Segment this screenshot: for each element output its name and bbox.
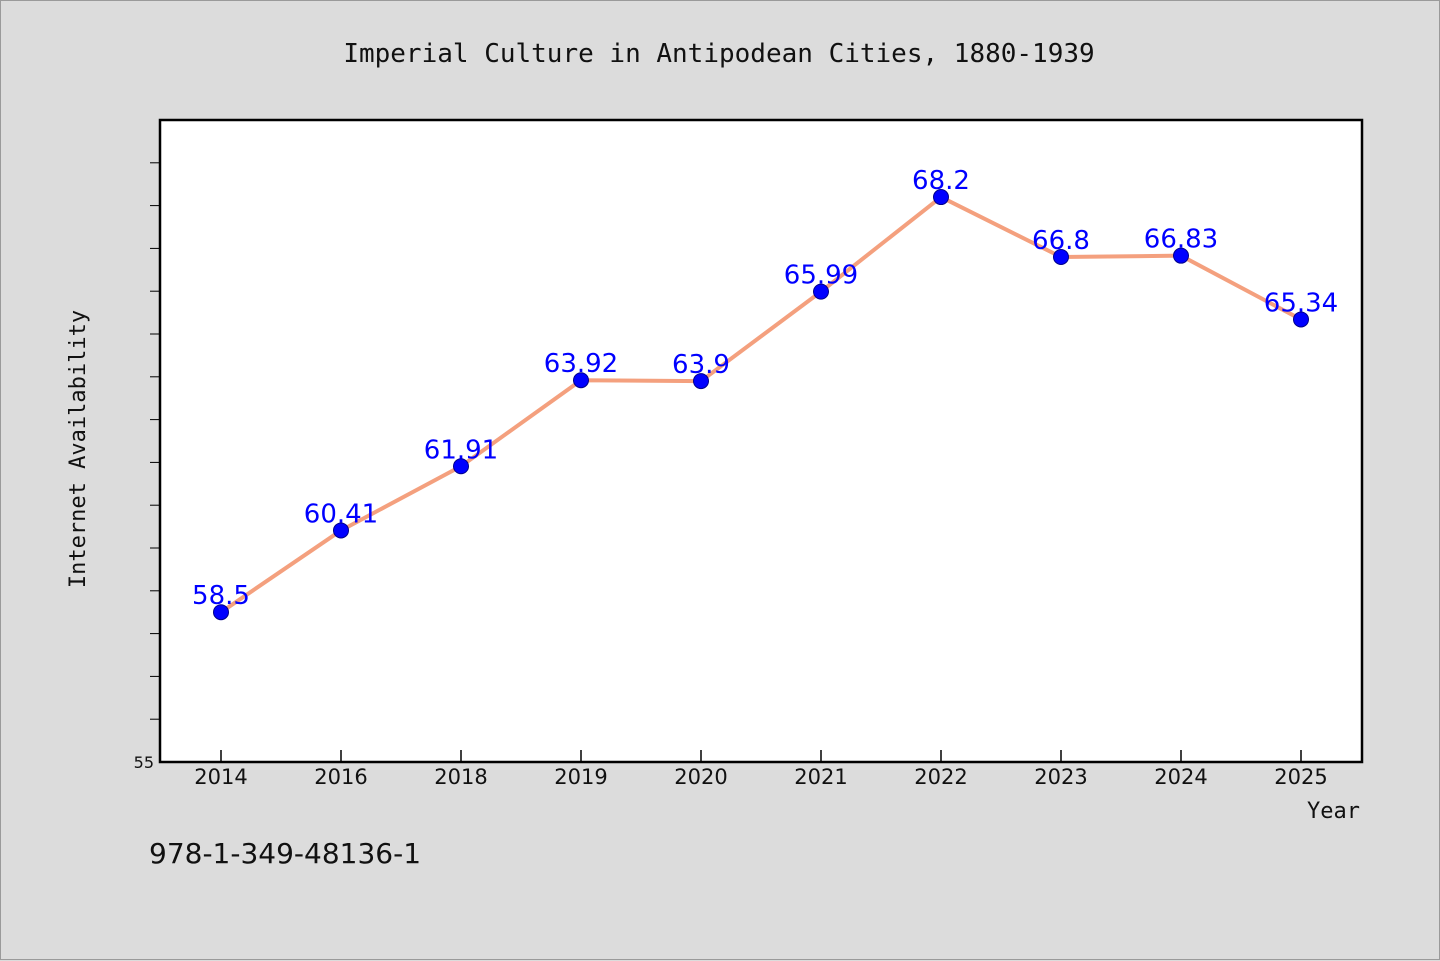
data-label: 66.8: [1032, 226, 1090, 256]
data-label: 65.34: [1264, 288, 1338, 318]
data-point: [693, 373, 709, 390]
x-tick-label: 2024: [1154, 765, 1207, 789]
x-tick-label: 2018: [434, 765, 487, 789]
data-label: 61.91: [424, 435, 498, 465]
y-axis-tick-labels: 55: [134, 753, 154, 772]
x-tick-label: 2021: [794, 765, 847, 789]
x-tick-label: 2019: [554, 765, 607, 789]
data-point: [573, 372, 589, 389]
y-axis-label: Internet Availability: [66, 310, 91, 588]
x-tick-label: 2025: [1274, 765, 1327, 789]
series-markers: [213, 189, 1309, 621]
series-internet-availability: 58.5 60.41 61.91 63.92 63.9 65.99 68.2 66.8 66.8…: [192, 166, 1338, 621]
data-point: [1053, 248, 1069, 265]
data-point: [213, 604, 229, 621]
data-label: 68.2: [912, 166, 970, 196]
data-labels: 58.5 60.41 61.91 63.92 63.9 65.99 68.2 66.8 66.8…: [192, 166, 1338, 611]
x-axis-tick-labels: 2014 2016 2018 2019 2020 2021 2022 2023 2024 2025: [194, 765, 1327, 789]
y-tick-label: 55: [134, 753, 154, 772]
x-tick-label: 2022: [914, 765, 967, 789]
x-tick-label: 2014: [194, 765, 247, 789]
data-point: [453, 458, 469, 475]
data-label: 63.92: [544, 349, 618, 379]
series-line: [219, 195, 1303, 615]
data-point: [1173, 247, 1189, 264]
data-label: 65.99: [784, 261, 858, 291]
data-label: 66.83: [1144, 225, 1218, 255]
data-point: [933, 189, 949, 206]
chart-title: Imperial Culture in Antipodean Cities, 1…: [343, 39, 1094, 69]
x-axis-ticks: [220, 750, 1302, 762]
data-point: [333, 522, 349, 539]
data-label: 60.41: [304, 499, 378, 529]
isbn-text: 978-1-349-48136-1: [149, 837, 421, 870]
x-tick-label: 2023: [1034, 765, 1087, 789]
data-point: [813, 283, 829, 300]
data-point: [1293, 311, 1309, 328]
x-tick-label: 2020: [674, 765, 727, 789]
data-label: 58.5: [192, 581, 250, 611]
x-axis-label: Year: [1307, 799, 1360, 824]
plot-area: [158, 118, 1364, 764]
x-tick-label: 2016: [314, 765, 367, 789]
data-label: 63.9: [672, 350, 730, 380]
y-axis-minor-ticks: [150, 162, 160, 720]
